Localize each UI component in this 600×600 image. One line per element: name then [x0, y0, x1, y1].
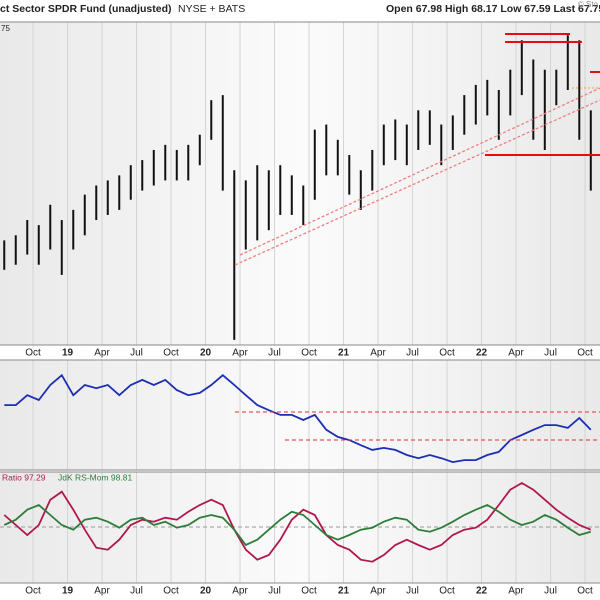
x-tick-label: Apr [232, 586, 248, 597]
series-line [3, 503, 592, 547]
x-tick-label: 19 [62, 348, 74, 359]
x-tick-label: Oct [301, 348, 317, 359]
x-tick-label: Apr [508, 586, 524, 597]
x-tick-label: Oct [439, 586, 455, 597]
legend-entry: Ratio 97.29 [2, 472, 46, 482]
x-tick-label: Jul [268, 586, 281, 597]
rs-panel [0, 360, 600, 470]
x-tick-label: 20 [200, 348, 212, 359]
x-tick-label: Oct [577, 348, 593, 359]
x-tick-label: Jul [130, 586, 143, 597]
price-panel [0, 22, 600, 345]
x-tick-label: Apr [94, 348, 110, 359]
x-tick-label: 21 [338, 348, 350, 359]
x-tick-label: Oct [25, 586, 41, 597]
trend-line [234, 99, 600, 266]
price-label: 75 [1, 24, 10, 33]
x-tick-label: Jul [544, 348, 557, 359]
trend-line [239, 87, 600, 256]
x-tick-label: Jul [544, 586, 557, 597]
legend: Ratio 97.29 JdK RS-Mom 98.81 [2, 472, 132, 482]
series-line [3, 481, 592, 563]
x-tick-label: Oct [577, 586, 593, 597]
x-tick-label: Oct [301, 586, 317, 597]
x-tick-label: Oct [439, 348, 455, 359]
x-tick-label: Jul [406, 348, 419, 359]
x-tick-label: Jul [130, 348, 143, 359]
x-tick-label: 21 [338, 586, 350, 597]
x-tick-label: 20 [200, 586, 212, 597]
x-tick-label: Apr [232, 348, 248, 359]
x-tick-label: 19 [62, 586, 74, 597]
quote: Open 67.98 High 68.17 Low 67.59 Last 67.… [386, 3, 600, 15]
rrg-panel [0, 472, 600, 583]
exchange: NYSE + BATS [178, 3, 245, 15]
x-tick-label: Apr [370, 348, 386, 359]
title: ct Sector SPDR Fund (unadjusted) [0, 3, 172, 15]
x-tick-label: Jul [406, 586, 419, 597]
x-tick-label: 22 [476, 348, 488, 359]
marks [3, 35, 592, 563]
x-tick-label: Oct [163, 348, 179, 359]
watermark: © Sto [578, 0, 599, 9]
x-tick-label: Jul [268, 348, 281, 359]
x-tick-label: Oct [25, 348, 41, 359]
x-tick-label: Apr [94, 586, 110, 597]
x-tick-label: 22 [476, 586, 488, 597]
x-tick-label: Apr [370, 586, 386, 597]
legend-entry: JdK RS-Mom 98.81 [58, 472, 132, 482]
x-tick-label: Oct [163, 586, 179, 597]
grid [32, 22, 586, 583]
x-tick-label: Apr [508, 348, 524, 359]
series-line [4, 373, 592, 464]
